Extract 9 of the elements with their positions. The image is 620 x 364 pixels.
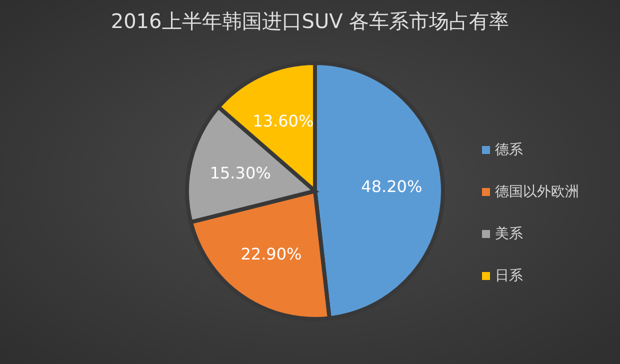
slice-label: 德系 — [495, 141, 523, 160]
data-label: 15.30% — [210, 164, 271, 183]
legend-label: 德国以外欧洲 — [495, 183, 579, 202]
legend-label: 日系 — [495, 267, 523, 286]
data-label: 22.90% — [240, 244, 302, 264]
legend-label: 美系 — [495, 225, 523, 244]
data-label: 48.20% — [361, 177, 422, 196]
chart-title: 2016上半年韩国进口SUV 各车系市场占有率 — [110, 8, 510, 35]
data-label: 13.60% — [252, 112, 314, 131]
